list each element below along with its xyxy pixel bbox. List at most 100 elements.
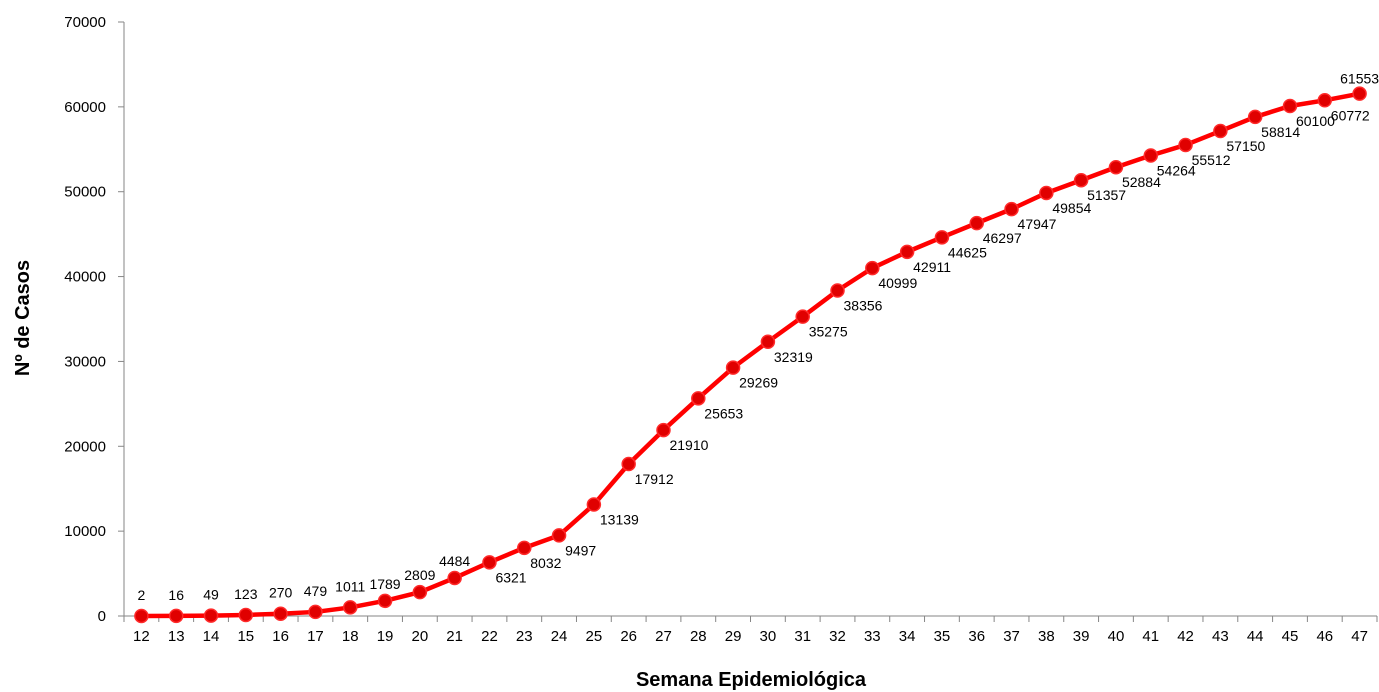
x-tick-label: 39 (1073, 628, 1090, 645)
data-point (1039, 185, 1054, 201)
data-label: 44625 (948, 244, 987, 260)
data-point (412, 584, 428, 600)
data-point (134, 608, 149, 624)
x-tick-label: 30 (760, 628, 777, 645)
data-label: 25653 (704, 405, 743, 421)
data-point (586, 497, 602, 512)
data-point (760, 334, 776, 350)
data-label: 54264 (1157, 163, 1196, 179)
data-point (1247, 109, 1263, 125)
x-tick-label: 27 (655, 628, 672, 645)
data-label: 1011 (335, 578, 365, 594)
y-tick-label: 70000 (64, 14, 106, 31)
data-point (1213, 123, 1228, 139)
data-label: 29269 (739, 375, 778, 391)
data-label: 270 (269, 585, 293, 601)
data-point (656, 422, 671, 438)
marker-group (134, 86, 1367, 624)
data-label: 55512 (1192, 152, 1231, 168)
data-label: 57150 (1226, 138, 1265, 154)
data-point (865, 260, 880, 276)
data-point (1178, 137, 1193, 153)
data-point (308, 604, 323, 620)
x-tick-label: 43 (1212, 628, 1229, 645)
x-tick-label: 42 (1177, 628, 1194, 645)
y-tick-label: 30000 (64, 353, 106, 370)
data-label: 1789 (369, 576, 400, 592)
data-label: 61553 (1340, 71, 1379, 87)
data-point (482, 555, 497, 570)
data-point (1004, 201, 1019, 217)
axes: 0 10000 20000 30000 40000 50000 60000 70000 12 13… (64, 14, 1378, 645)
x-tick-label: 19 (377, 628, 394, 645)
data-point (551, 528, 567, 543)
y-tick-label: 0 (98, 608, 106, 625)
x-tick-label: 36 (968, 628, 985, 645)
data-point (934, 230, 950, 245)
x-tick-label: 29 (725, 628, 742, 645)
data-label: 6321 (495, 569, 526, 585)
data-label: 60772 (1331, 107, 1370, 123)
x-tick-label: 13 (168, 628, 185, 645)
data-label: 35275 (809, 324, 848, 340)
x-tick-label: 35 (934, 628, 951, 645)
x-tick-label: 23 (516, 628, 533, 645)
data-label: 479 (304, 583, 328, 599)
y-tick-label: 10000 (64, 523, 106, 540)
x-tick-label: 28 (690, 628, 707, 645)
x-tick-label: 14 (203, 628, 220, 645)
data-point (273, 606, 288, 621)
y-tick-label: 50000 (64, 184, 106, 201)
data-label: 42911 (913, 259, 951, 275)
data-label: 8032 (530, 555, 561, 571)
x-tick-label: 41 (1142, 628, 1159, 645)
x-tick-label: 34 (899, 628, 916, 645)
x-tick-label: 46 (1316, 628, 1333, 645)
data-label: 40999 (878, 275, 917, 291)
y-tick-label: 20000 (64, 438, 106, 455)
x-tick-label: 38 (1038, 628, 1055, 645)
data-label: 32319 (774, 349, 813, 365)
data-label: 49854 (1052, 200, 1091, 216)
data-point (1352, 86, 1367, 101)
data-point (691, 391, 706, 406)
x-tick-label: 16 (272, 628, 289, 645)
data-point (342, 600, 358, 615)
x-tick-label: 40 (1108, 628, 1125, 645)
x-tick-label: 21 (446, 628, 463, 645)
data-point (830, 283, 845, 298)
data-point (203, 608, 219, 623)
x-tick-label: 24 (551, 628, 568, 645)
data-label: 52884 (1122, 174, 1161, 190)
y-tick-label: 40000 (64, 269, 106, 286)
data-label: 47947 (1018, 216, 1057, 232)
data-label: 21910 (669, 437, 708, 453)
data-point (447, 570, 462, 586)
data-point (899, 244, 915, 260)
data-label: 2 (138, 587, 146, 603)
data-label: 49 (203, 587, 219, 603)
data-label: 38356 (844, 298, 883, 314)
x-axis-title: Semana Epidemiológica (636, 669, 867, 691)
data-point (969, 215, 984, 231)
x-tick-label: 22 (481, 628, 498, 645)
x-tick-label: 15 (237, 628, 254, 645)
data-label: 60100 (1296, 113, 1335, 129)
x-tick-label: 47 (1351, 628, 1368, 645)
x-tick-label: 32 (829, 628, 846, 645)
data-point (1317, 93, 1333, 108)
data-point (168, 608, 184, 624)
data-point (725, 360, 741, 375)
data-point (1282, 98, 1298, 114)
data-point (1108, 159, 1124, 175)
data-label: 9497 (565, 542, 596, 558)
x-tick-label: 44 (1247, 628, 1264, 645)
x-tick-label: 18 (342, 628, 359, 645)
data-label: 51357 (1087, 187, 1126, 203)
data-point (238, 607, 254, 623)
data-label: 58814 (1261, 124, 1300, 140)
x-tick-label: 20 (412, 628, 429, 645)
